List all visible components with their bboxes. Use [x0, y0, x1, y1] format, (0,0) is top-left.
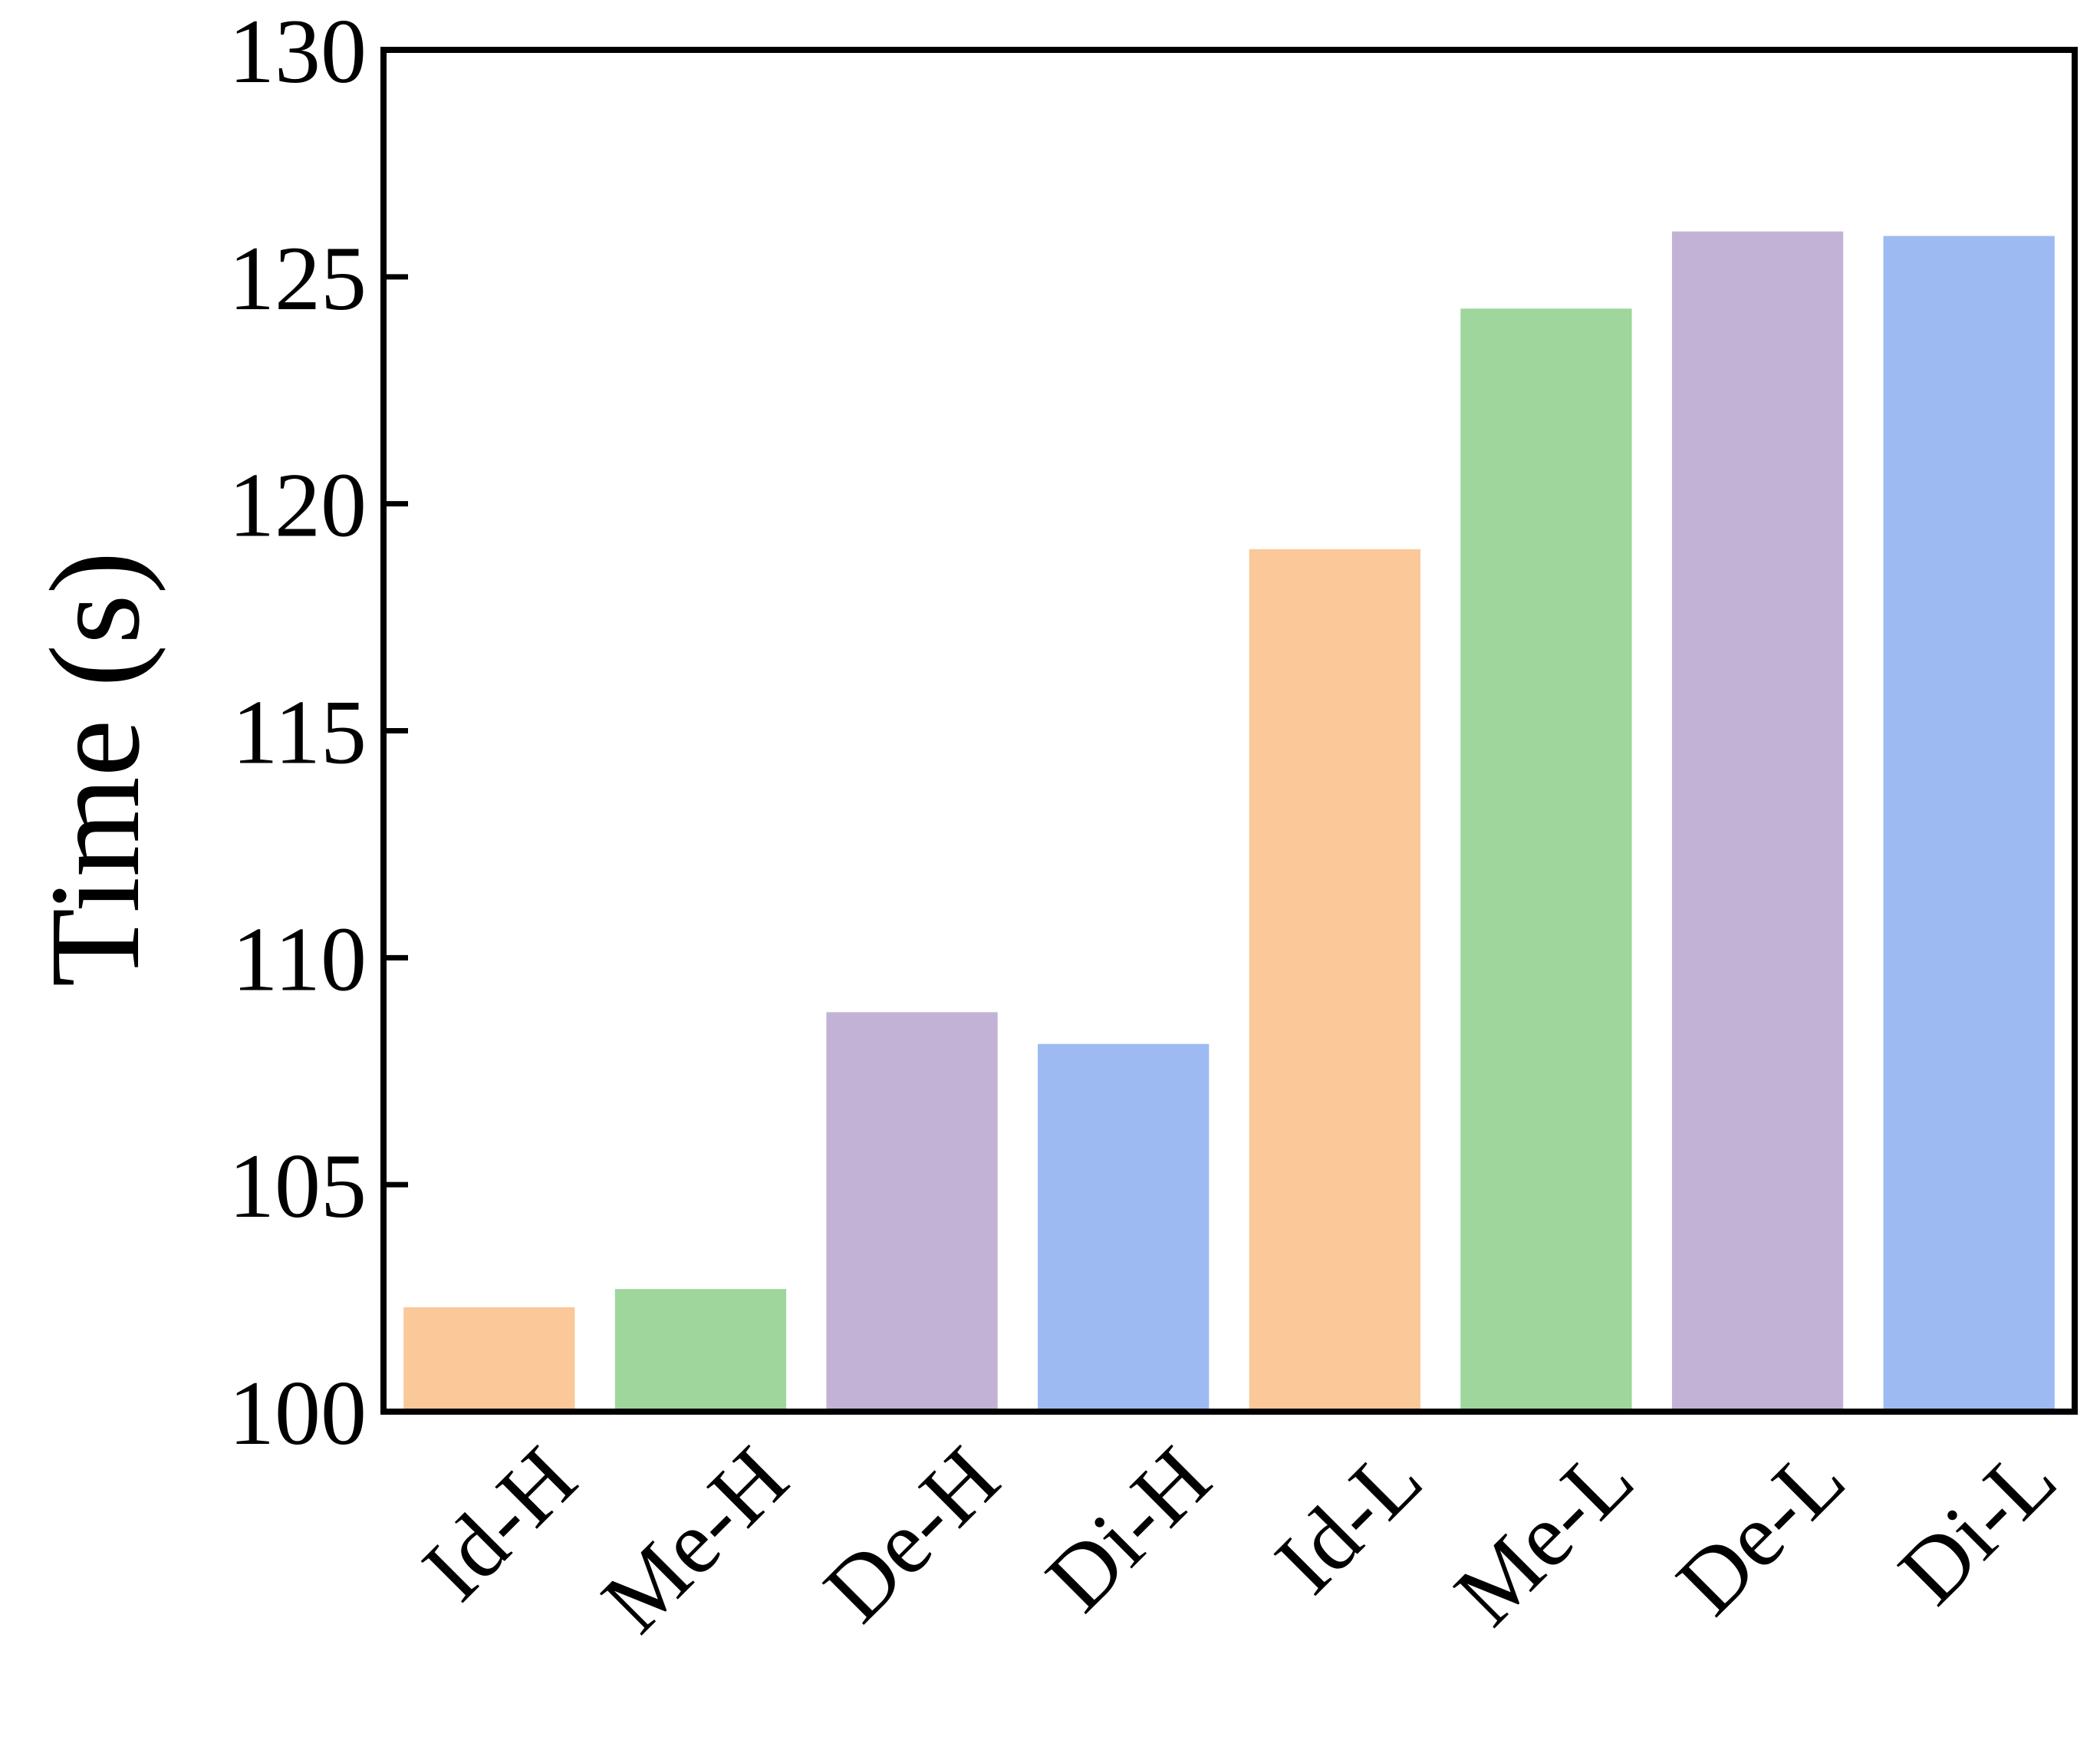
y-axis-ticks: 100 105 110 115 120 125 130	[229, 0, 408, 1464]
x-tick-label: Di-H	[1027, 1428, 1229, 1630]
x-tick-label: Me-H	[583, 1428, 807, 1652]
bar-me-h	[614, 1289, 787, 1412]
y-axis-title: Time (s)	[24, 552, 166, 987]
bar-de-h	[826, 1012, 998, 1412]
y-tick-label: 110	[232, 908, 367, 1010]
bar-id-h	[403, 1307, 575, 1412]
y-tick-label: 115	[232, 681, 367, 783]
x-tick-label: Id-H	[403, 1428, 595, 1620]
bars-group	[403, 231, 2055, 1412]
x-tick-label: Id-L	[1256, 1428, 1441, 1613]
x-tick-label: Di-L	[1880, 1428, 2075, 1623]
y-tick-label: 120	[229, 454, 367, 556]
x-axis-labels: Id-HMe-HDe-H Di-H Id-LMe-L De-L Di-L	[403, 1428, 2075, 1652]
x-tick-label: De-H	[805, 1428, 1018, 1641]
bar-de-l	[1671, 231, 1844, 1412]
bar-di-h	[1038, 1043, 1210, 1412]
y-tick-label: 100	[229, 1362, 367, 1464]
bar-me-l	[1460, 308, 1632, 1412]
bar-di-l	[1883, 236, 2055, 1412]
x-tick-label: De-L	[1657, 1428, 1864, 1634]
y-tick-label: 125	[229, 227, 367, 329]
plot-frame	[380, 47, 2078, 1415]
x-tick-label: Me-L	[1436, 1428, 1653, 1645]
y-tick-label: 105	[229, 1135, 367, 1237]
y-tick-label: 130	[229, 0, 367, 102]
bar-id-l	[1249, 549, 1420, 1412]
